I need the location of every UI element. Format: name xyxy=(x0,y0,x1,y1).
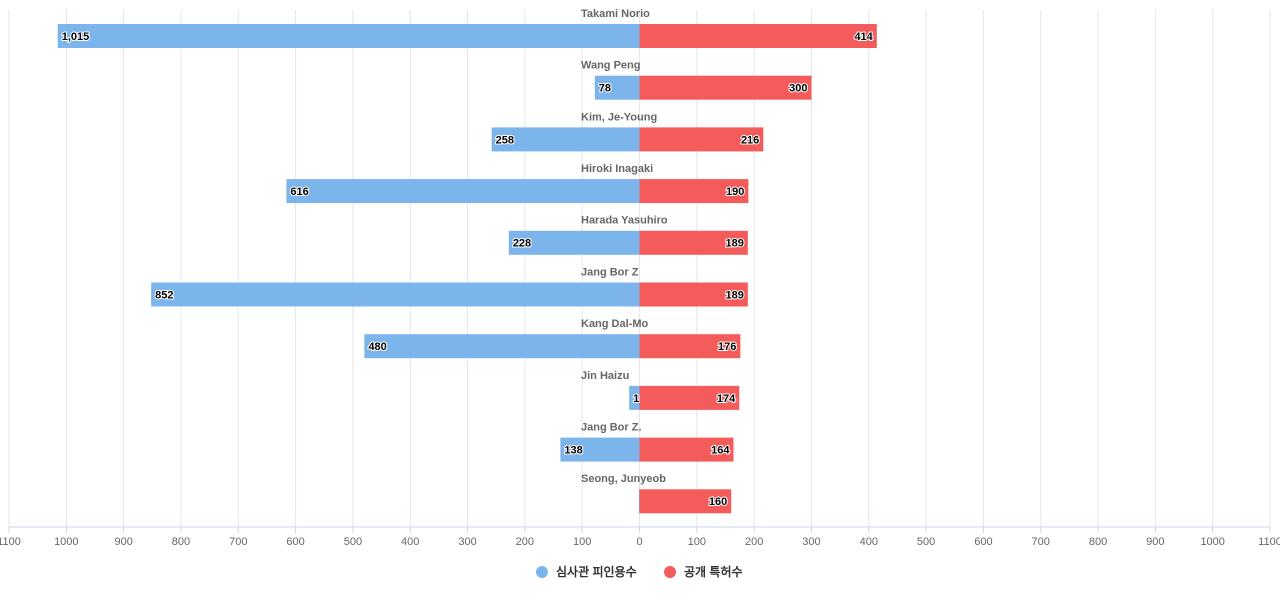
bar xyxy=(560,437,640,462)
category-label: Kang Dal-Mo xyxy=(581,318,649,330)
x-tick-label: 100 xyxy=(573,536,591,548)
x-tick-label: 1000 xyxy=(54,536,78,548)
x-tick-label: 1000 xyxy=(1200,536,1224,548)
data-label: 78 xyxy=(599,83,611,95)
data-label: 300 xyxy=(789,83,807,95)
x-tick-label: 800 xyxy=(172,536,190,548)
bar xyxy=(639,334,741,359)
data-label: 616 xyxy=(290,186,308,198)
category-label: Takami Norio xyxy=(581,8,650,20)
category-label: Jang Bor Z xyxy=(581,266,639,278)
bar xyxy=(286,179,640,204)
x-tick-label: 600 xyxy=(286,536,304,548)
x-tick-label: 900 xyxy=(114,536,132,548)
data-label: 189 xyxy=(725,238,743,250)
bar xyxy=(639,385,740,410)
category-label: Jin Haizu xyxy=(581,370,629,382)
data-label: 258 xyxy=(496,134,514,146)
bar xyxy=(639,230,748,255)
x-tick-label: 0 xyxy=(636,536,642,548)
x-tick-label: 200 xyxy=(516,536,534,548)
bar xyxy=(638,489,640,514)
data-label: 1,015 xyxy=(62,31,90,43)
x-tick-label: 300 xyxy=(802,536,820,548)
data-label: 414 xyxy=(854,31,873,43)
bar xyxy=(594,75,640,100)
bar xyxy=(491,127,640,152)
data-label: 176 xyxy=(718,341,736,353)
legend-label: 심사관 피인용수 xyxy=(556,564,637,579)
x-tick-label: 200 xyxy=(745,536,763,548)
x-tick-label: 400 xyxy=(860,536,878,548)
bar xyxy=(629,385,640,410)
bar xyxy=(639,437,734,462)
category-label: Jang Bor Z. xyxy=(581,422,642,434)
x-tick-label: 500 xyxy=(917,536,935,548)
x-tick-label: 1100 xyxy=(1258,536,1280,548)
bar xyxy=(639,489,732,514)
bar xyxy=(364,334,640,359)
category-label: Wang Peng xyxy=(581,60,640,72)
bar xyxy=(639,282,748,307)
bar xyxy=(639,75,812,100)
data-label: 174 xyxy=(717,393,736,405)
x-tick-label: 700 xyxy=(229,536,247,548)
bar xyxy=(639,24,877,48)
bar xyxy=(639,127,764,152)
data-label: 164 xyxy=(711,445,730,457)
x-tick-label: 1100 xyxy=(0,536,21,548)
x-tick-label: 700 xyxy=(1032,536,1050,548)
x-tick-label: 500 xyxy=(344,536,362,548)
x-tick-label: 600 xyxy=(974,536,992,548)
legend-marker xyxy=(664,566,676,578)
data-label: 228 xyxy=(513,238,531,250)
bar xyxy=(508,230,640,255)
data-label: 189 xyxy=(725,289,743,301)
data-label: 138 xyxy=(564,445,582,457)
bar xyxy=(57,24,640,48)
category-label: Kim, Je-Young xyxy=(581,111,657,123)
x-tick-label: 400 xyxy=(401,536,419,548)
data-label: 852 xyxy=(155,289,173,301)
x-tick-label: 100 xyxy=(688,536,706,548)
category-label: Harada Yasuhiro xyxy=(581,215,668,227)
data-label: 480 xyxy=(368,341,386,353)
x-tick-label: 800 xyxy=(1089,536,1107,548)
legend-label: 공개 특허수 xyxy=(684,564,743,579)
category-label: Seong, Junyeob xyxy=(581,473,666,485)
data-label: 216 xyxy=(741,134,759,146)
x-tick-label: 300 xyxy=(458,536,476,548)
bar xyxy=(151,282,640,307)
x-tick-label: 900 xyxy=(1146,536,1164,548)
category-label: Hiroki Inagaki xyxy=(581,163,653,175)
data-label: 160 xyxy=(709,496,727,508)
bar xyxy=(639,179,749,204)
data-label: 190 xyxy=(726,186,744,198)
legend-marker xyxy=(536,566,548,578)
